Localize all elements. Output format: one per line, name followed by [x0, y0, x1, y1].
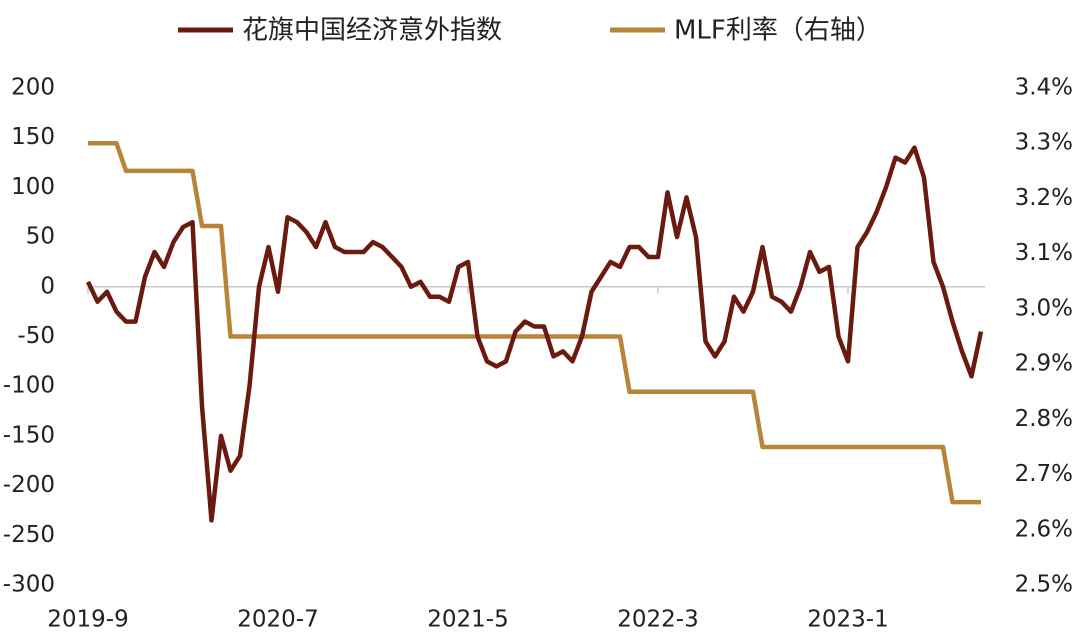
y2-tick-label: 3.3%: [1015, 130, 1073, 156]
y2-tick-label: 2.8%: [1015, 406, 1073, 432]
y2-tick-label: 3.1%: [1015, 240, 1073, 266]
x-tick-label: 2019-9: [47, 607, 128, 633]
y-tick-label: 0: [40, 273, 55, 299]
y-tick-label: 200: [11, 75, 55, 101]
series-line: [88, 140, 981, 505]
y2-tick-label: 3.0%: [1015, 295, 1073, 321]
y-tick-label: 150: [11, 124, 55, 150]
legend-label: MLF利率（右轴）: [674, 16, 882, 46]
y-tick-label: -300: [3, 572, 55, 598]
y-tick-label: 100: [11, 174, 55, 200]
y2-tick-label: 3.2%: [1015, 185, 1073, 211]
x-tick-label: 2021-5: [427, 607, 508, 633]
y2-tick-label: 2.5%: [1015, 572, 1073, 598]
series-line: [85, 145, 984, 523]
y2-tick-label: 2.9%: [1015, 351, 1073, 377]
legend-label: 花旗中国经济意外指数: [242, 16, 502, 46]
x-tick-label: 2023-1: [807, 607, 888, 633]
y-tick-label: 50: [26, 224, 55, 250]
y-tick-label: -250: [3, 522, 55, 548]
y2-tick-label: 3.4%: [1015, 75, 1073, 101]
y-tick-label: -100: [3, 373, 55, 399]
y-tick-label: -150: [3, 422, 55, 448]
x-tick-label: 2022-3: [617, 607, 698, 633]
y-tick-label: -50: [17, 323, 55, 349]
y-tick-label: -200: [3, 472, 55, 498]
x-tick-label: 2020-7: [237, 607, 318, 633]
y2-tick-label: 2.6%: [1015, 516, 1073, 542]
y2-tick-label: 2.7%: [1015, 461, 1073, 487]
